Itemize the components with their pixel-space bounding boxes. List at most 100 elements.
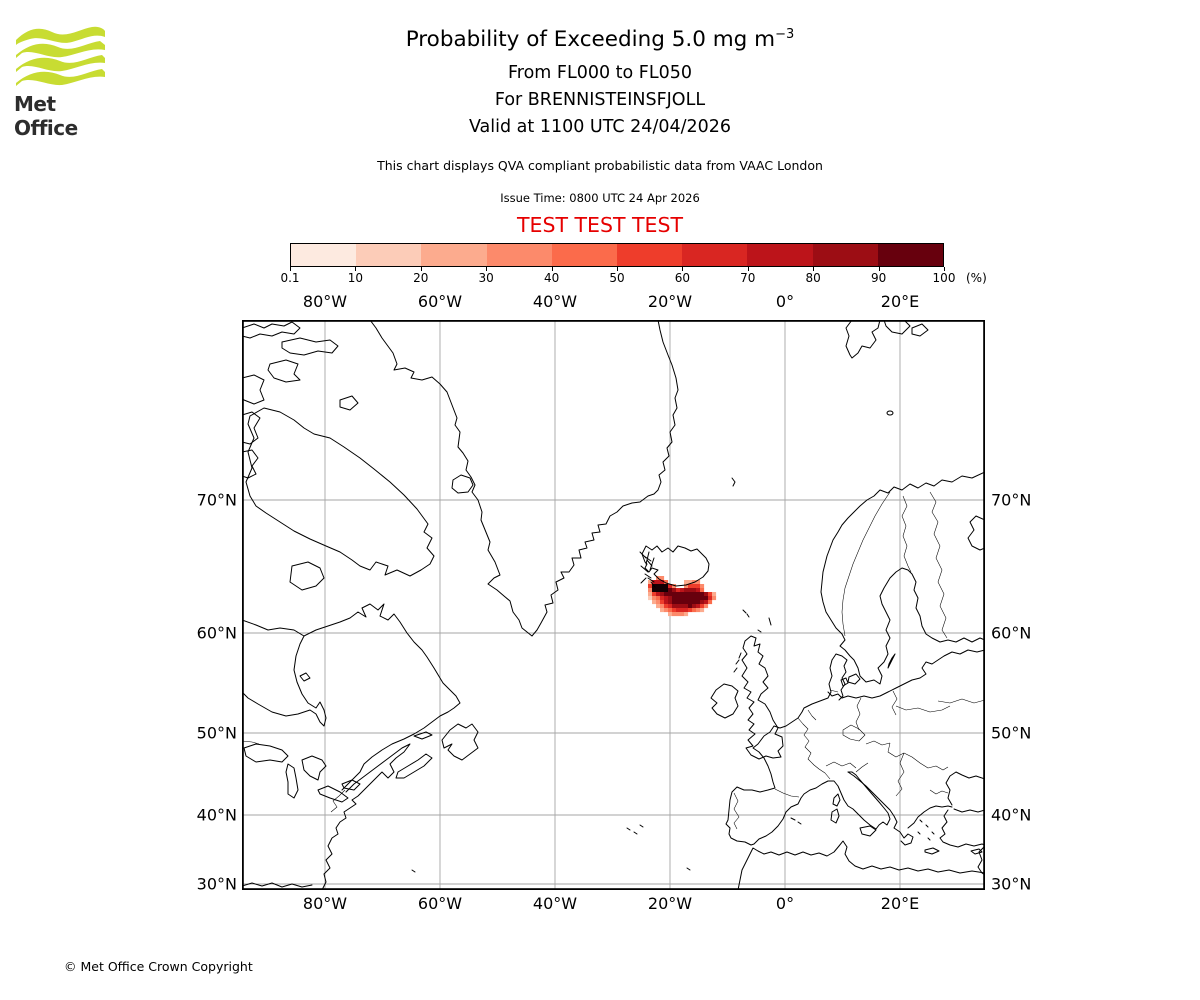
ash-probability-cell — [684, 588, 689, 593]
test-banner: TEST TEST TEST — [516, 213, 684, 237]
coastlines — [242, 320, 985, 890]
ash-probability-cell — [656, 596, 661, 601]
subtitle-valid-time: Valid at 1100 UTC 24/04/2026 — [468, 117, 732, 137]
ash-probability-cell — [676, 592, 681, 597]
ash-probability-cell — [700, 608, 705, 613]
ash-probability-cell — [700, 584, 705, 589]
ash-probability-cell — [652, 596, 657, 601]
ash-probability-cell — [668, 596, 673, 601]
colorbar-segment — [682, 244, 748, 266]
ash-probability-cell — [684, 592, 689, 597]
ash-probability-cell — [696, 596, 701, 601]
met-office-logo-text: Met Office — [14, 92, 78, 140]
colorbar-tick — [355, 267, 357, 271]
ash-probability-cell — [704, 592, 709, 597]
ash-probability-cell — [668, 612, 673, 617]
subtitle-volcano: For BRENNISTEINSFJOLL — [494, 90, 706, 110]
ash-probability-cell — [704, 600, 709, 605]
ash-probability-cell — [648, 596, 653, 601]
ash-probability-cell — [684, 612, 689, 617]
probability-colorbar — [290, 243, 944, 267]
longitude-tick-label: 60°W — [417, 894, 463, 913]
met-office-waves-icon — [16, 26, 105, 86]
ash-probability-cell — [700, 588, 705, 593]
ash-probability-cell — [692, 584, 697, 589]
ash-probability-cell — [652, 592, 657, 597]
ash-probability-cell — [660, 584, 665, 589]
colorbar-tick — [617, 267, 618, 271]
met-office-logo: Met Office — [14, 24, 124, 140]
longitude-tick-label: 40°W — [532, 292, 578, 311]
ash-probability-cell — [684, 608, 689, 613]
ash-probability-cell — [676, 608, 681, 613]
ash-probability-cell — [692, 604, 697, 609]
ash-probability-cell — [672, 584, 677, 589]
ash-probability-cell — [696, 592, 701, 597]
ash-probability-cell — [696, 580, 701, 585]
latitude-tick-label: 60°N — [991, 623, 1032, 643]
latitude-tick-label: 50°N — [991, 723, 1032, 743]
colorbar-unit-label: (%) — [966, 271, 987, 285]
ash-probability-cell — [656, 580, 661, 585]
latitude-tick-label: 70°N — [196, 490, 237, 510]
ash-probability-cell — [700, 600, 705, 605]
subtitle-flight-levels: From FL000 to FL050 — [507, 63, 693, 83]
colorbar-tick — [747, 267, 749, 271]
graticule-grid — [242, 320, 985, 890]
longitude-tick-label: 80°W — [302, 292, 348, 311]
ash-probability-cell — [672, 600, 677, 605]
ash-probability-cell — [692, 592, 697, 597]
ash-probability-cell — [676, 604, 681, 609]
ash-probability-cell — [680, 596, 685, 601]
ash-probability-cell — [672, 612, 677, 617]
colorbar-tick-label: 90 — [870, 271, 887, 285]
ash-probability-cell — [672, 608, 677, 613]
ash-probability-cell — [712, 592, 717, 597]
ash-probability-cell — [688, 592, 693, 597]
ash-probability-cell — [664, 580, 669, 585]
latitude-tick-label: 30°N — [196, 874, 237, 894]
ash-probability-cell — [660, 608, 665, 613]
latitude-tick-label: 40°N — [196, 805, 237, 825]
colorbar-tick-label: 40 — [543, 271, 560, 285]
ash-probability-cell — [664, 600, 669, 605]
latitude-tick-label: 60°N — [196, 623, 237, 643]
ash-probability-cell — [656, 592, 661, 597]
north-atlantic-map — [242, 320, 985, 890]
longitude-tick-label: 20°E — [880, 292, 920, 311]
ash-probability-cell — [668, 584, 673, 589]
ash-probability-cell — [688, 600, 693, 605]
colorbar-tick — [486, 267, 488, 271]
ash-probability-cell — [684, 600, 689, 605]
colorbar-tick-label: 0.1 — [280, 271, 300, 285]
ash-probability-cell — [684, 580, 689, 585]
colorbar-tick-label: 70 — [740, 271, 756, 285]
ash-probability-cell — [676, 600, 681, 605]
longitude-tick-label: 20°W — [647, 292, 693, 311]
latitude-tick-label: 70°N — [991, 490, 1032, 510]
ash-probability-cell — [696, 604, 701, 609]
colorbar-tick-label: 10 — [347, 271, 364, 285]
colorbar-segment — [812, 244, 878, 266]
ash-probability-cell — [696, 600, 701, 605]
ash-probability-cell — [688, 588, 693, 593]
ash-probability-cell — [676, 596, 681, 601]
ash-probability-cell — [660, 604, 665, 609]
colorbar-segment — [617, 244, 683, 266]
colorbar-tick — [551, 267, 553, 271]
ash-probability-cell — [684, 584, 689, 589]
colorbar-segment — [551, 244, 618, 266]
colorbar-segment — [486, 244, 552, 266]
ash-probability-cell — [688, 584, 693, 589]
ash-probability-cell — [664, 588, 669, 593]
ash-probability-cell — [684, 604, 689, 609]
ash-probability-cell — [652, 588, 657, 593]
ash-probability-cell — [656, 600, 661, 605]
page-title: Probability of Exceeding 5.0 mg m−3 — [405, 27, 795, 53]
ash-cloud-layer — [648, 576, 717, 617]
colorbar-tick — [290, 267, 291, 271]
colorbar-tick — [682, 267, 684, 271]
ash-probability-cell — [680, 612, 685, 617]
longitude-tick-label: 20°W — [647, 894, 693, 913]
ash-probability-cell — [704, 604, 709, 609]
